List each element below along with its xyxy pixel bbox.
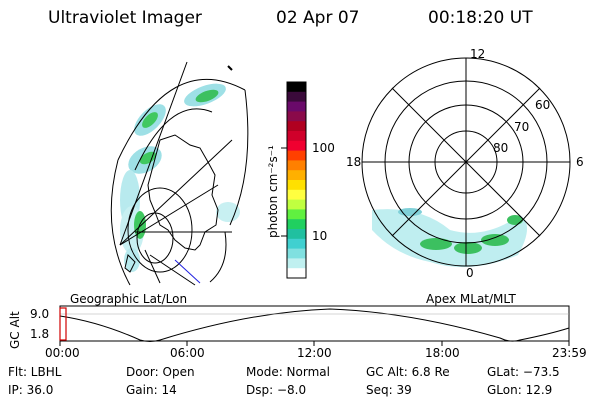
colorbar-step: [287, 180, 306, 191]
colorbar-step: [287, 150, 306, 161]
info-gcalt: GC Alt: 6.8 Re: [366, 365, 450, 379]
colorbar-step: [287, 91, 306, 103]
colorbar-step: [287, 268, 306, 279]
info-mode: Mode: Normal: [246, 365, 330, 379]
colorbar-step: [287, 248, 306, 259]
colorbar-step: [287, 82, 306, 93]
orbit-ytick-9: 9.0: [30, 307, 50, 321]
colorbar-step: [287, 111, 306, 122]
time-label: 00:18:20 UT: [428, 8, 533, 28]
info-door: Door: Open: [126, 365, 195, 379]
info-seq: Seq: 39: [366, 383, 412, 397]
coastline: [147, 134, 219, 251]
colorbar-step: [287, 199, 306, 210]
mlat-label-60: 60: [535, 98, 551, 112]
colorbar: [281, 81, 307, 279]
info-glat: GLat: −73.5: [487, 365, 560, 379]
orbit-xtick-1: 06:00: [170, 346, 205, 360]
orbit-xtick-2: 12:00: [297, 346, 332, 360]
info-glon: GLon: 12.9: [487, 383, 553, 397]
colorbar-step: [287, 209, 306, 220]
colorbar-step: [287, 189, 306, 201]
current-time-marker: [59, 307, 67, 341]
colorbar-step: [287, 160, 306, 171]
colorbar-step: [287, 258, 306, 269]
mlt-label-6: 6: [576, 155, 584, 169]
colorbar-step: [287, 219, 306, 230]
colorbar-label: photon cm⁻²s⁻¹: [266, 145, 280, 238]
colorbar-tick-10: 10: [312, 229, 328, 243]
mlt-label-18: 18: [346, 155, 362, 169]
orbit-plot: [59, 305, 570, 346]
mlt-label-12: 12: [470, 47, 486, 61]
colorbar-step: [287, 170, 306, 181]
mlt-label-0: 0: [466, 266, 474, 280]
colorbar-step: [287, 121, 306, 132]
apex-label: Apex MLat/MLT: [426, 292, 516, 306]
colorbar-step: [287, 101, 306, 112]
colorbar-tick-100: 100: [312, 141, 335, 155]
orbit-ylabel: GC Alt: [8, 311, 22, 349]
orbit-xtick-4: 23:59: [552, 346, 587, 360]
colorbar-step: [287, 229, 306, 240]
info-ip: IP: 36.0: [8, 383, 54, 397]
apex-polar-map: [361, 57, 571, 268]
info-gain: Gain: 14: [126, 383, 177, 397]
colorbar-step: [287, 238, 306, 250]
orbit-ytick-1-8: 1.8: [30, 327, 50, 341]
orbit-xtick-3: 18:00: [425, 346, 460, 360]
mlat-label-70: 70: [514, 120, 530, 134]
geographic-label: Geographic Lat/Lon: [70, 292, 188, 306]
colorbar-step: [287, 140, 306, 152]
info-flt: Flt: LBHL: [8, 365, 62, 379]
date-label: 02 Apr 07: [276, 8, 360, 28]
orbit-xtick-0: 00:00: [45, 346, 80, 360]
aurora-right: [372, 208, 528, 268]
info-dsp: Dsp: −8.0: [246, 383, 307, 397]
mlat-label-80: 80: [493, 141, 509, 155]
geographic-map: [110, 61, 249, 286]
colorbar-step: [287, 131, 306, 142]
aurora-left: [120, 83, 240, 272]
instrument-title: Ultraviolet Imager: [48, 8, 202, 28]
